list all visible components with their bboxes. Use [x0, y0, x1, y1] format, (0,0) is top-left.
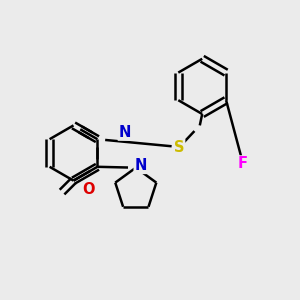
Text: F: F [238, 156, 248, 171]
Text: N: N [134, 158, 147, 173]
Text: S: S [174, 140, 185, 154]
Text: O: O [82, 182, 95, 197]
Text: N: N [118, 125, 131, 140]
